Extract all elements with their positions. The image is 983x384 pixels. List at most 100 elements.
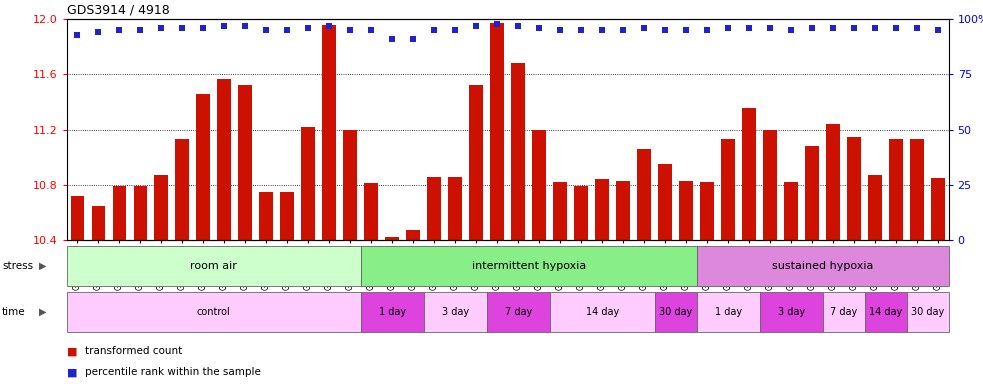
- Bar: [574, 186, 588, 240]
- Text: time: time: [2, 307, 26, 317]
- Bar: [343, 130, 357, 240]
- Bar: [697, 292, 760, 332]
- Bar: [553, 182, 567, 240]
- Bar: [67, 246, 361, 286]
- Text: sustained hypoxia: sustained hypoxia: [772, 261, 873, 271]
- Point: [510, 23, 526, 29]
- Bar: [361, 292, 424, 332]
- Bar: [280, 192, 294, 240]
- Point: [741, 25, 757, 31]
- Bar: [784, 182, 798, 240]
- Point: [196, 25, 211, 31]
- Bar: [533, 130, 546, 240]
- Bar: [428, 177, 441, 240]
- Point: [342, 27, 358, 33]
- Bar: [697, 246, 949, 286]
- Point: [364, 27, 379, 33]
- Bar: [217, 79, 231, 240]
- Text: ▶: ▶: [39, 261, 47, 271]
- Text: GDS3914 / 4918: GDS3914 / 4918: [67, 3, 170, 17]
- Bar: [742, 108, 756, 240]
- Bar: [760, 292, 823, 332]
- Text: intermittent hypoxia: intermittent hypoxia: [472, 261, 586, 271]
- Text: ■: ■: [67, 367, 78, 377]
- Point: [111, 27, 127, 33]
- Text: 30 day: 30 day: [911, 307, 945, 317]
- Point: [658, 27, 673, 33]
- Text: 30 day: 30 day: [659, 307, 692, 317]
- Bar: [91, 205, 105, 240]
- Point: [532, 25, 548, 31]
- Bar: [805, 146, 819, 240]
- Point: [615, 27, 631, 33]
- Text: percentile rank within the sample: percentile rank within the sample: [85, 367, 260, 377]
- Bar: [239, 86, 252, 240]
- Point: [90, 30, 106, 36]
- Text: ■: ■: [67, 346, 78, 356]
- Bar: [847, 136, 861, 240]
- Point: [384, 36, 400, 42]
- Bar: [154, 175, 168, 240]
- Point: [846, 25, 862, 31]
- Point: [762, 25, 778, 31]
- Bar: [487, 292, 549, 332]
- Bar: [67, 292, 361, 332]
- Point: [909, 25, 925, 31]
- Bar: [322, 25, 336, 240]
- Text: ▶: ▶: [39, 307, 47, 317]
- Bar: [491, 23, 504, 240]
- Bar: [470, 86, 483, 240]
- Point: [930, 27, 946, 33]
- Point: [216, 23, 232, 29]
- Bar: [931, 178, 945, 240]
- Bar: [890, 139, 903, 240]
- Bar: [637, 149, 651, 240]
- Point: [721, 25, 736, 31]
- Text: 1 day: 1 day: [715, 307, 742, 317]
- Bar: [906, 292, 949, 332]
- Text: 14 day: 14 day: [869, 307, 902, 317]
- Bar: [868, 175, 882, 240]
- Point: [447, 27, 463, 33]
- Bar: [679, 180, 693, 240]
- Bar: [448, 177, 462, 240]
- Text: 3 day: 3 day: [778, 307, 805, 317]
- Bar: [511, 63, 525, 240]
- Bar: [655, 292, 697, 332]
- Bar: [361, 246, 697, 286]
- Text: 7 day: 7 day: [504, 307, 532, 317]
- Point: [595, 27, 610, 33]
- Bar: [659, 164, 672, 240]
- Point: [699, 27, 715, 33]
- Point: [552, 27, 568, 33]
- Bar: [260, 192, 273, 240]
- Bar: [197, 94, 210, 240]
- Bar: [385, 237, 399, 240]
- Point: [153, 25, 169, 31]
- Text: 1 day: 1 day: [378, 307, 406, 317]
- Bar: [424, 292, 487, 332]
- Point: [427, 27, 442, 33]
- Point: [133, 27, 148, 33]
- Bar: [827, 124, 839, 240]
- Text: room air: room air: [191, 261, 237, 271]
- Bar: [71, 196, 85, 240]
- Point: [573, 27, 589, 33]
- Point: [70, 31, 86, 38]
- Bar: [722, 139, 735, 240]
- Text: 14 day: 14 day: [586, 307, 619, 317]
- Point: [174, 25, 190, 31]
- Point: [405, 36, 421, 42]
- Bar: [134, 186, 147, 240]
- Bar: [549, 292, 655, 332]
- Point: [889, 25, 904, 31]
- Bar: [596, 179, 609, 240]
- Point: [259, 27, 274, 33]
- Text: 7 day: 7 day: [830, 307, 857, 317]
- Bar: [365, 184, 378, 240]
- Point: [783, 27, 799, 33]
- Point: [636, 25, 652, 31]
- Point: [321, 23, 337, 29]
- Point: [468, 23, 484, 29]
- Point: [867, 25, 883, 31]
